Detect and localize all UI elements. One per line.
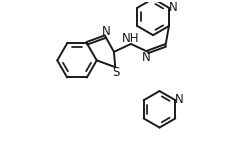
- Text: S: S: [112, 66, 120, 79]
- Text: N: N: [102, 25, 110, 38]
- Text: N: N: [175, 93, 184, 106]
- Text: N: N: [142, 51, 151, 64]
- Text: N: N: [169, 1, 178, 14]
- Text: NH: NH: [122, 32, 139, 45]
